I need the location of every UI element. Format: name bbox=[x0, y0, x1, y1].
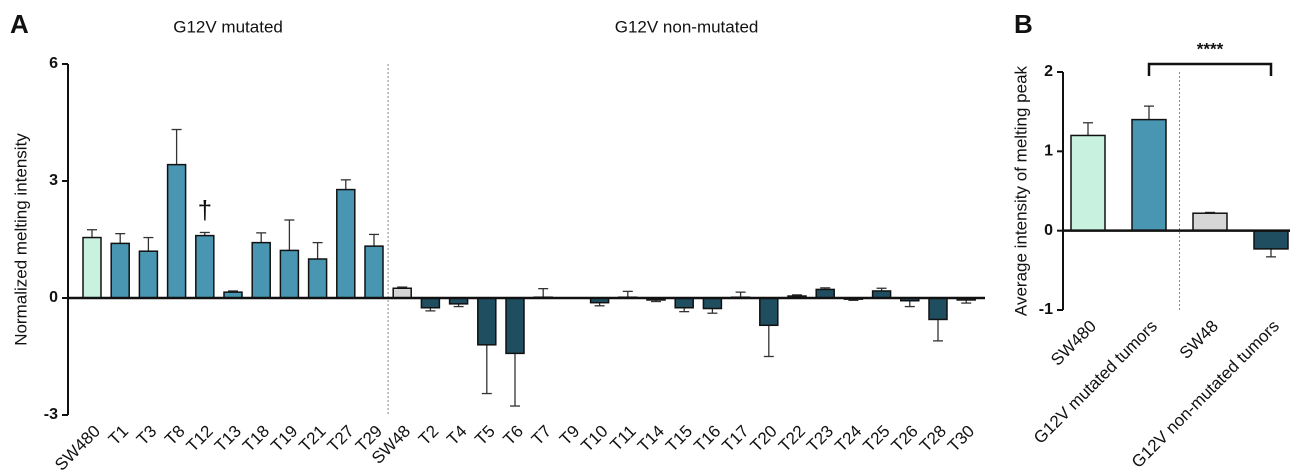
bar bbox=[1131, 118, 1167, 232]
x-tick-label: T30 bbox=[944, 422, 978, 456]
panel-label: A bbox=[10, 9, 29, 39]
bar bbox=[477, 297, 497, 346]
annotation: † bbox=[198, 195, 212, 225]
x-tick-label: SW480 bbox=[51, 422, 104, 475]
x-tick-label: T3 bbox=[133, 422, 160, 449]
bar bbox=[505, 297, 525, 355]
bar bbox=[166, 163, 187, 299]
bar bbox=[364, 245, 384, 299]
y-tick-label: 1 bbox=[1044, 143, 1053, 160]
x-tick-label: T1 bbox=[105, 422, 132, 449]
x-tick-label: T27 bbox=[324, 422, 358, 456]
x-tick-label: T20 bbox=[747, 422, 781, 456]
x-tick-label: T19 bbox=[267, 422, 301, 456]
x-tick-label: T22 bbox=[775, 422, 809, 456]
bar bbox=[759, 297, 779, 327]
x-tick-label: T6 bbox=[500, 422, 527, 449]
group-label: G12V non-mutated bbox=[615, 17, 759, 36]
bar bbox=[1253, 229, 1289, 250]
y-tick-label: 2 bbox=[1044, 63, 1053, 80]
x-tick-label: T18 bbox=[239, 422, 273, 456]
x-tick-label: T21 bbox=[295, 422, 329, 456]
x-tick-label: T25 bbox=[859, 422, 893, 456]
bar bbox=[307, 258, 328, 299]
x-tick-label: T7 bbox=[528, 422, 555, 449]
x-tick-label: T26 bbox=[888, 422, 922, 456]
bar bbox=[138, 250, 159, 299]
bar bbox=[279, 249, 300, 299]
x-tick-label: G12V mutated tumors bbox=[1030, 317, 1161, 448]
bar bbox=[110, 242, 130, 299]
x-tick-label: T11 bbox=[607, 422, 640, 455]
bar bbox=[251, 241, 271, 299]
y-tick-label: 6 bbox=[49, 55, 58, 72]
bar bbox=[928, 297, 948, 321]
x-tick-label: T23 bbox=[803, 422, 837, 456]
bar bbox=[702, 297, 723, 310]
x-tick-label: T14 bbox=[634, 422, 668, 456]
y-axis-label: Normalized melting intensity bbox=[11, 133, 30, 346]
panel-label: B bbox=[1014, 9, 1033, 39]
bar bbox=[336, 188, 356, 299]
y-tick-label: 3 bbox=[49, 172, 58, 189]
group-label: G12V mutated bbox=[173, 17, 283, 36]
bar bbox=[674, 297, 694, 309]
annotation: **** bbox=[1197, 39, 1224, 58]
x-tick-label: T10 bbox=[577, 422, 611, 456]
bar bbox=[392, 287, 412, 299]
x-tick-label: T24 bbox=[831, 422, 865, 456]
y-tick-label: 0 bbox=[49, 289, 58, 306]
x-tick-label: T2 bbox=[415, 422, 442, 449]
x-tick-label: T5 bbox=[471, 422, 498, 449]
y-tick-label: 0 bbox=[1044, 222, 1053, 239]
x-tick-label: T12 bbox=[183, 422, 217, 456]
x-tick-label: T15 bbox=[662, 422, 696, 456]
x-tick-label: T28 bbox=[916, 422, 950, 456]
x-tick-label: T17 bbox=[718, 422, 752, 456]
x-tick-label: SW48 bbox=[1176, 317, 1222, 363]
x-tick-label: SW480 bbox=[1047, 317, 1100, 370]
bar bbox=[82, 236, 102, 299]
y-tick-label: -1 bbox=[1039, 301, 1053, 318]
bar bbox=[195, 234, 215, 299]
bar bbox=[1070, 134, 1106, 232]
x-tick-label: T16 bbox=[690, 422, 724, 456]
y-tick-label: -3 bbox=[44, 406, 58, 423]
bar bbox=[1192, 212, 1228, 232]
significance-bracket bbox=[1147, 62, 1273, 76]
bar bbox=[420, 297, 441, 309]
y-axis-label: Average intensity of melting peak bbox=[1011, 65, 1030, 316]
x-tick-label: T13 bbox=[211, 422, 245, 456]
bar bbox=[815, 288, 835, 299]
x-tick-label: T4 bbox=[443, 422, 470, 449]
